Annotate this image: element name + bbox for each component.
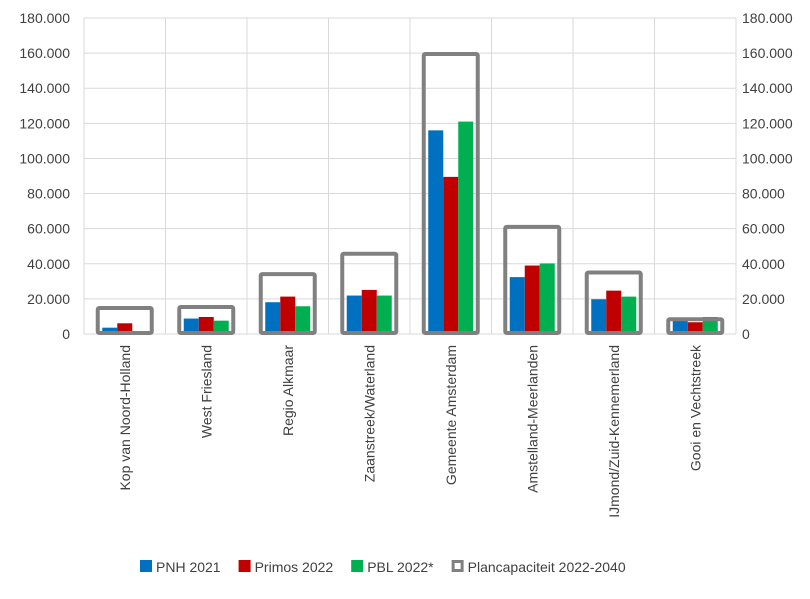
x-category-label: Zaanstreek/Waterland	[361, 345, 377, 482]
bar-pnh-2021	[346, 295, 362, 334]
bar-primos-2022	[361, 289, 377, 334]
bar-pnh-2021	[183, 318, 199, 334]
bar-primos-2022	[524, 265, 540, 334]
legend-label: Primos 2022	[255, 559, 334, 575]
x-category-label: IJmond/Zuid-Kennemerland	[606, 345, 622, 518]
y-tick-label-left: 80.000	[27, 186, 70, 202]
plancapaciteit-outline-bar	[340, 251, 399, 336]
bar-pnh-2021	[265, 302, 281, 334]
legend-swatch	[238, 560, 251, 572]
y-tick-label-right: 180.000	[742, 10, 793, 26]
x-category-label: West Friesland	[198, 345, 214, 438]
y-tick-label-left: 0	[62, 326, 70, 342]
bar-pnh-2021	[672, 319, 688, 334]
legend-label: PBL 2022*	[367, 559, 434, 575]
plancapaciteit-outline-bar	[584, 270, 643, 335]
bar-primos-2022	[606, 290, 622, 334]
bar-primos-2022	[280, 296, 296, 334]
y-tick-label-right: 60.000	[742, 221, 785, 237]
plancapaciteit-outline-bar	[503, 224, 562, 336]
x-category-label: Gemeente Amsterdam	[443, 345, 459, 485]
bar-primos-2022	[117, 323, 133, 334]
plancapaciteit-outline-bar	[258, 272, 317, 336]
x-category-label: Kop van Noord-Holland	[117, 345, 133, 491]
y-tick-label-right: 160.000	[742, 45, 793, 61]
legend-label: PNH 2021	[156, 559, 221, 575]
bar-pbl-2022-	[621, 296, 637, 334]
y-tick-label-left: 140.000	[19, 80, 70, 96]
bar-pbl-2022-	[458, 121, 474, 334]
bar-primos-2022	[687, 322, 703, 334]
y-tick-label-right: 20.000	[742, 291, 785, 307]
plancapaciteit-outline-bar	[177, 304, 236, 336]
legend-label: Plancapaciteit 2022-2040	[468, 559, 626, 575]
y-tick-label-right: 120.000	[742, 115, 793, 131]
x-category-label: Amstelland-Meerlanden	[524, 345, 540, 493]
legend-swatch	[140, 560, 152, 572]
bar-pnh-2021	[428, 130, 444, 334]
bar-pbl-2022-	[539, 263, 555, 334]
plancapaciteit-outline-bar	[95, 306, 154, 336]
bar-primos-2022	[443, 176, 459, 334]
y-tick-label-left: 40.000	[27, 256, 70, 272]
bar-pbl-2022-	[213, 320, 229, 334]
plancapaciteit-outline-bar	[666, 317, 725, 335]
y-tick-label-left: 180.000	[19, 10, 70, 26]
y-tick-label-left: 20.000	[27, 291, 70, 307]
y-tick-label-right: 100.000	[742, 150, 793, 166]
y-tick-label-right: 140.000	[742, 80, 793, 96]
legend-swatch-outline	[451, 560, 464, 572]
y-tick-label-left: 120.000	[19, 115, 70, 131]
y-tick-label-left: 100.000	[19, 150, 70, 166]
bar-pbl-2022-	[376, 295, 392, 334]
x-category-label: Regio Alkmaar	[280, 345, 296, 436]
y-tick-label-left: 160.000	[19, 45, 70, 61]
y-tick-label-right: 0	[742, 326, 750, 342]
bar-pnh-2021	[509, 277, 525, 334]
bar-pnh-2021	[591, 299, 607, 334]
legend-swatch	[351, 560, 364, 572]
bar-primos-2022	[198, 316, 214, 334]
bar-pnh-2021	[102, 327, 118, 334]
y-tick-label-right: 40.000	[742, 256, 785, 272]
y-tick-label-right: 80.000	[742, 186, 785, 202]
plancapaciteit-outline-bar	[421, 51, 480, 335]
x-category-label: Gooi en Vechtstreek	[687, 344, 703, 471]
y-tick-label-left: 60.000	[27, 221, 70, 237]
bar-pbl-2022-	[295, 306, 311, 334]
